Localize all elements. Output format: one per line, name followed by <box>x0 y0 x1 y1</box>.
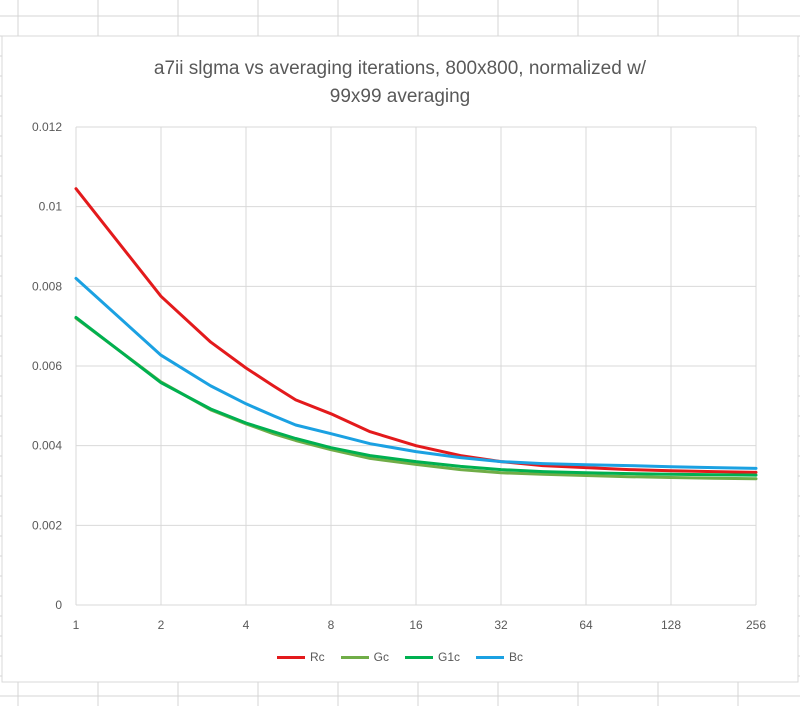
legend-item-rc: Rc <box>276 650 325 664</box>
x-tick-label: 256 <box>746 618 766 632</box>
x-tick-label: 16 <box>409 618 423 632</box>
x-tick-label: 128 <box>661 618 681 632</box>
y-tick-label: 0.012 <box>32 120 62 134</box>
y-tick-label: 0 <box>55 598 62 612</box>
series-line-rc <box>74 187 758 474</box>
legend-label-bc: Bc <box>509 650 524 664</box>
legend-item-gc: Gc <box>340 650 389 664</box>
chart-legend: Rc Gc G1c Bc <box>0 650 800 664</box>
chart-title-line-2: 99x99 averaging <box>329 86 471 107</box>
x-tick-label: 2 <box>158 618 165 632</box>
x-tick-label: 64 <box>579 618 593 632</box>
x-tick-label: 8 <box>328 618 335 632</box>
series-line-g1c <box>74 315 758 477</box>
legend-label-g1c: G1c <box>437 650 460 664</box>
legend-item-bc: Bc <box>476 650 523 664</box>
x-tick-label: 32 <box>494 618 508 632</box>
legend-label-gc: Gc <box>373 650 389 664</box>
legend-swatch-gc <box>340 655 369 659</box>
legend-label-rc: Rc <box>309 650 325 664</box>
series-line-bc <box>74 276 758 470</box>
y-tick-label: 0.004 <box>32 439 62 453</box>
legend-swatch-g1c <box>404 655 433 659</box>
y-tick-label: 0.006 <box>32 359 62 373</box>
y-tick-label: 0.008 <box>32 279 62 293</box>
y-tick-label: 0.01 <box>39 200 63 214</box>
legend-swatch-bc <box>476 655 504 659</box>
legend-swatch-rc <box>276 655 305 659</box>
chart-title-line-1: a7ii slgma vs averaging iterations, 800x… <box>153 58 647 79</box>
x-tick-label: 4 <box>243 618 250 632</box>
legend-item-g1c: G1c <box>404 650 460 664</box>
chart-frame <box>1 35 799 683</box>
y-tick-label: 0.002 <box>32 518 62 532</box>
x-tick-label: 1 <box>73 618 80 632</box>
